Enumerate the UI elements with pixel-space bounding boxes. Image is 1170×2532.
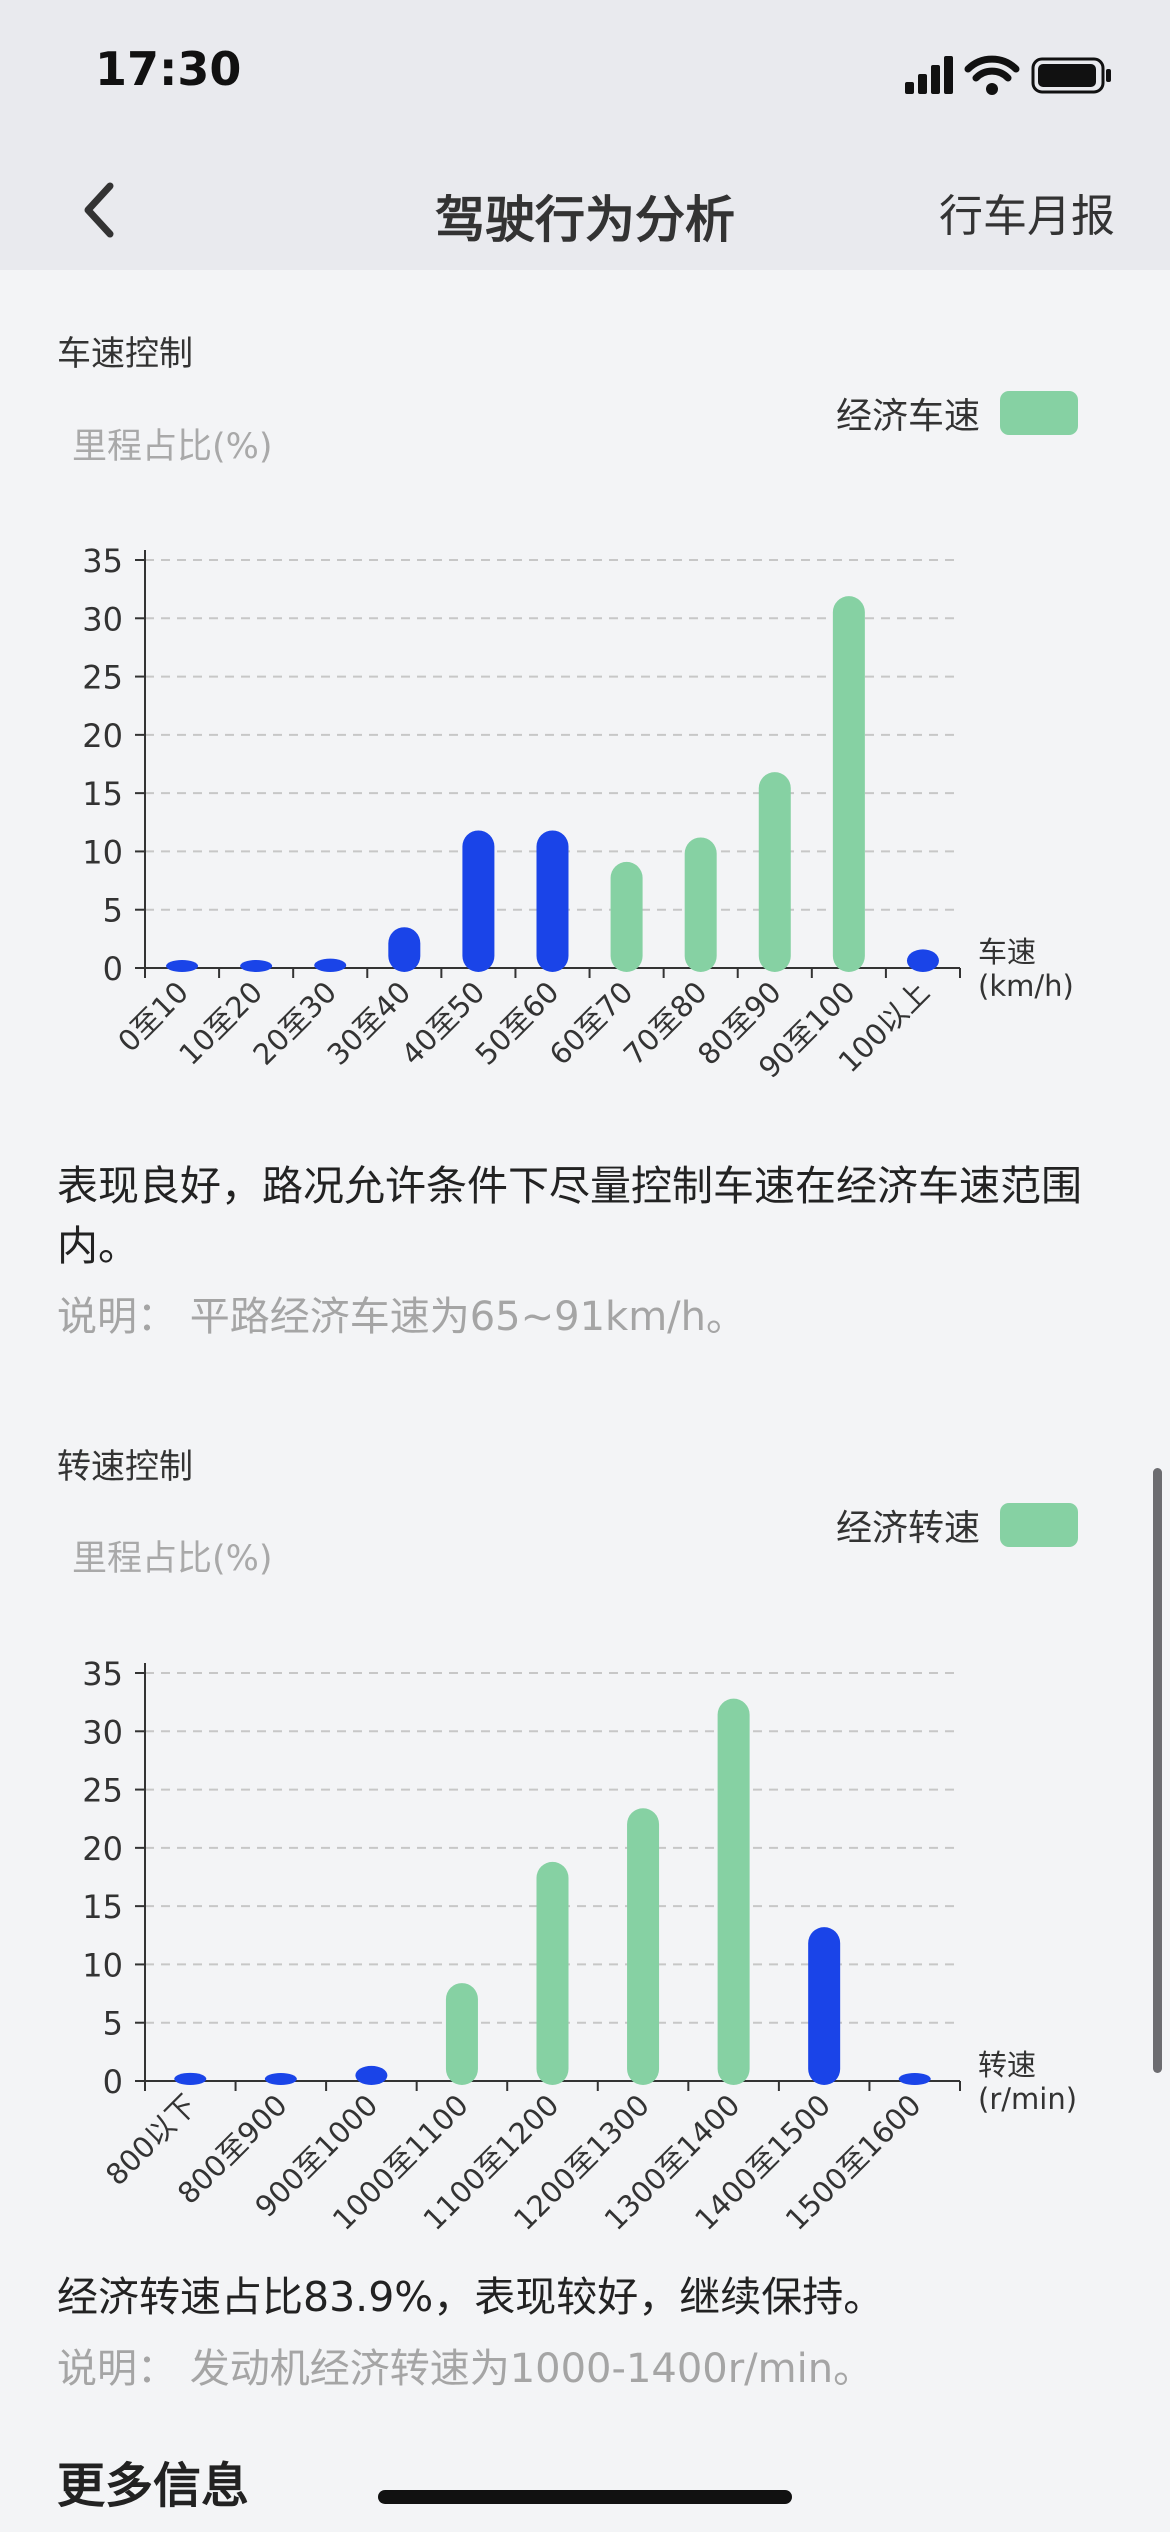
rpm-description: 经济转速占比83.9%，表现较好，继续保持。 xyxy=(57,2273,885,2321)
rpm-y-tick-label: 20 xyxy=(82,1830,123,1868)
scrollbar-thumb[interactable] xyxy=(1153,1468,1162,2073)
rpm-y-tick-label: 15 xyxy=(82,1888,123,1926)
rpm-section-title: 转速控制 xyxy=(57,1447,193,1487)
speed-x-unit-label: 车速 xyxy=(978,935,1036,969)
speed-y-tick-label: 35 xyxy=(82,542,123,580)
wifi-icon xyxy=(964,55,1020,95)
rpm-y-tick-label: 25 xyxy=(82,1772,123,1810)
status-bar: 17:30 xyxy=(0,0,1170,150)
speed-y-unit: 里程占比(%) xyxy=(72,427,273,467)
speed-bar xyxy=(610,861,643,972)
nav-bar: 驾驶行为分析 行车月报 xyxy=(0,150,1170,270)
rpm-bar xyxy=(717,1698,750,2085)
speed-y-tick-label: 0 xyxy=(103,950,123,988)
rpm-x-unit-label-line2: (r/min) xyxy=(978,2082,1077,2116)
speed-note: 说明： 平路经济车速为65~91km/h。 xyxy=(57,1294,746,1340)
speed-section-title: 车速控制 xyxy=(57,334,193,374)
rpm-note: 说明： 发动机经济转速为1000-1400r/min。 xyxy=(57,2346,874,2392)
speed-bar xyxy=(240,960,273,972)
cellular-signal-icon xyxy=(905,56,953,94)
speed-y-tick-label: 10 xyxy=(82,833,123,871)
status-icons xyxy=(905,55,1111,95)
status-time: 17:30 xyxy=(95,42,242,96)
rpm-bar xyxy=(898,2073,931,2085)
more-info-title: 更多信息 xyxy=(57,2458,250,2514)
rpm-legend: 经济转速 xyxy=(836,1503,1078,1549)
speed-y-tick-label: 30 xyxy=(82,600,123,638)
rpm-bar xyxy=(264,2073,297,2085)
speed-y-tick-label: 5 xyxy=(103,892,123,930)
home-indicator[interactable] xyxy=(378,2490,792,2504)
monthly-report-link[interactable]: 行车月报 xyxy=(939,191,1115,242)
speed-bar xyxy=(684,837,717,972)
speed-bar xyxy=(314,958,347,972)
rpm-y-unit: 里程占比(%) xyxy=(72,1539,273,1579)
speed-bar xyxy=(166,960,199,972)
rpm-legend-swatch xyxy=(1000,1503,1078,1547)
speed-bar xyxy=(388,927,421,972)
rpm-y-tick-label: 35 xyxy=(82,1655,123,1693)
rpm-bar xyxy=(174,2072,207,2085)
speed-bar xyxy=(536,830,569,972)
rpm-bar xyxy=(536,1861,569,2085)
back-button[interactable] xyxy=(60,170,140,250)
speed-x-unit-label-line2: (km/h) xyxy=(978,969,1074,1003)
rpm-y-tick-label: 5 xyxy=(103,2005,123,2043)
page-title: 驾驶行为分析 xyxy=(435,191,735,249)
rpm-bar xyxy=(627,1808,660,2085)
rpm-bar xyxy=(808,1927,841,2085)
rpm-bar xyxy=(445,1983,478,2085)
speed-legend-swatch xyxy=(1000,391,1078,435)
speed-legend-label: 经济车速 xyxy=(835,396,980,437)
speed-bar xyxy=(906,949,939,972)
rpm-y-tick-label: 0 xyxy=(103,2063,123,2101)
speed-bar xyxy=(462,830,495,972)
speed-y-tick-label: 20 xyxy=(82,717,123,755)
rpm-chart: 05101520253035800以下800至900900至10001000至1… xyxy=(82,1655,1077,2237)
battery-icon xyxy=(1031,57,1111,94)
speed-y-tick-label: 25 xyxy=(82,659,123,697)
rpm-legend-label: 经济转速 xyxy=(835,1508,980,1549)
rpm-y-tick-label: 30 xyxy=(82,1713,123,1751)
speed-legend: 经济车速 xyxy=(836,391,1078,437)
speed-bar xyxy=(758,772,791,972)
speed-bar xyxy=(832,596,865,972)
speed-description: 表现良好，路况允许条件下尽量控制车速在经济车速范围内。 xyxy=(57,1162,1082,1270)
rpm-y-tick-label: 10 xyxy=(82,1946,123,1984)
rpm-x-unit-label: 转速 xyxy=(978,2048,1036,2082)
rpm-bar xyxy=(355,2065,388,2085)
speed-y-tick-label: 15 xyxy=(82,775,123,813)
chevron-left-icon xyxy=(84,182,114,238)
speed-chart: 051015202530350至1010至2020至3030至4040至5050… xyxy=(82,542,1074,1085)
